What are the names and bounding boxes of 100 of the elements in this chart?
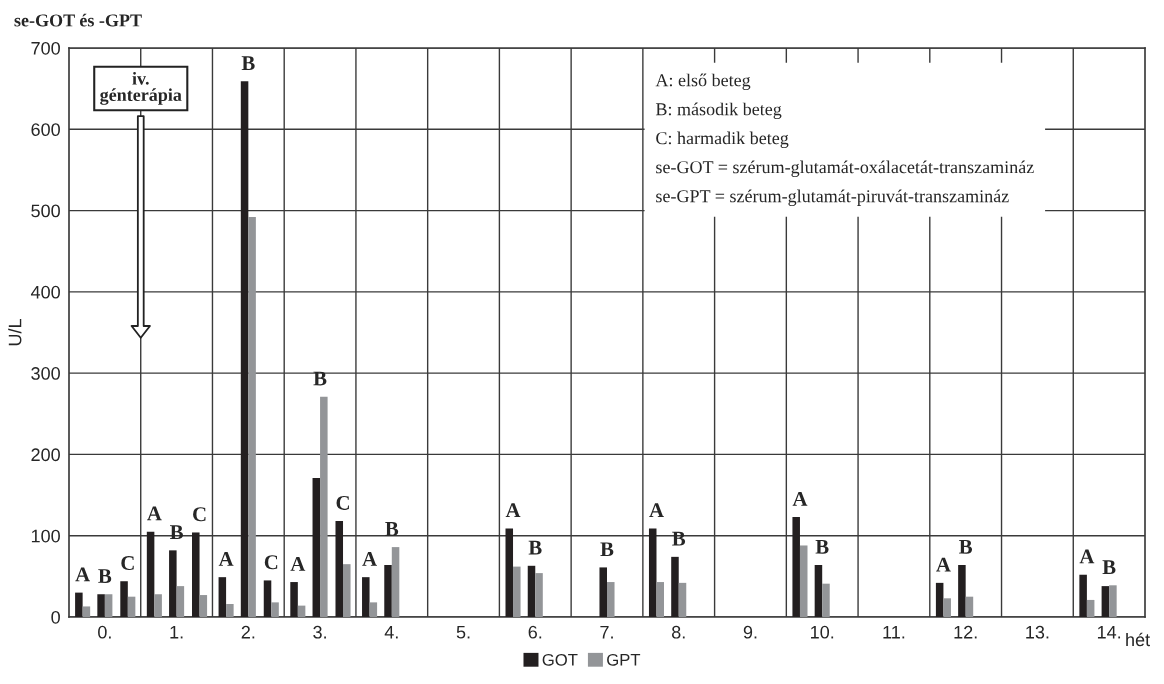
bar: [104, 594, 113, 617]
bar: [943, 598, 951, 617]
annotation: A: [75, 567, 90, 582]
annotation: B: [528, 540, 542, 555]
bar: [297, 605, 306, 617]
x-tick-label: 12.: [954, 625, 977, 639]
annotation: C: [336, 495, 349, 510]
bar: [1109, 585, 1117, 617]
y-tick-label: 200: [31, 448, 60, 462]
annotation: A: [290, 556, 306, 571]
bar: [599, 567, 607, 617]
annotation: B: [98, 569, 112, 583]
annotation: se-GOT = szérum-glutamát-oxálacetát-transzamináz: [656, 160, 1034, 178]
x-tick-label: 5.: [456, 626, 470, 639]
bar: [607, 582, 615, 617]
annotation: A: [936, 557, 951, 572]
x-tick-label: 8.: [671, 625, 685, 639]
y-tick-label: 400: [30, 285, 60, 299]
annotation: B: [313, 371, 327, 386]
bar: [391, 547, 400, 617]
bar: [176, 586, 185, 617]
bar: [822, 583, 830, 617]
legend-label: GPT: [607, 653, 641, 666]
annotation: B: [385, 522, 399, 536]
annotation: A: [505, 503, 521, 518]
bar: [146, 531, 155, 617]
x-tick-label: 9.: [743, 625, 757, 639]
bar: [799, 545, 808, 617]
bar: [965, 596, 974, 617]
bar: [1101, 586, 1110, 617]
bar: [335, 521, 344, 617]
legend-label: GOT: [542, 653, 578, 666]
bar: [935, 582, 944, 617]
annotation: iv. génterápia: [100, 71, 182, 105]
bar: [271, 602, 279, 617]
bar: [505, 528, 514, 617]
bar: [199, 595, 208, 617]
bar: [169, 550, 177, 617]
bar: [290, 582, 298, 617]
bar: [656, 582, 665, 617]
x-tick-label: 13.: [1026, 625, 1049, 639]
bar: [82, 606, 91, 617]
bar: [792, 517, 800, 617]
bar: [240, 81, 249, 617]
x-tick-label: 0.: [98, 625, 111, 639]
y-tick-label: 600: [31, 123, 60, 137]
x-tick-label: 14.: [1097, 626, 1121, 639]
annotation: A: [1079, 549, 1095, 564]
bar: [312, 478, 321, 617]
bar: [263, 580, 272, 617]
annotation: B: [1102, 560, 1116, 574]
bar: [97, 594, 105, 617]
bar: [362, 577, 370, 617]
x-tick-label: 4.: [384, 626, 398, 639]
x-tick-label: 1.: [170, 626, 183, 639]
annotation: A: [649, 503, 664, 518]
annotation: A: [362, 552, 377, 566]
bar: [343, 564, 351, 617]
chart-title: se-GOT és -GPT: [14, 13, 142, 27]
bar: [127, 596, 136, 617]
y-tick-label: 0: [51, 610, 60, 624]
annotation: B: második beteg: [655, 102, 782, 120]
x-axis-title: hét: [1126, 632, 1150, 647]
bar: [369, 602, 378, 617]
bar: [814, 564, 823, 617]
annotation: B: [600, 542, 614, 557]
bar: [218, 577, 227, 617]
annotation: A: [218, 552, 234, 566]
y-tick-label: 700: [31, 41, 60, 55]
bar: [1079, 574, 1087, 617]
bar: [535, 573, 543, 617]
bar: [192, 532, 200, 617]
x-tick-label: 7.: [600, 626, 613, 639]
bar: [671, 556, 679, 617]
annotation: C: [121, 556, 134, 571]
annotation: B: [815, 539, 829, 554]
x-tick-label: 11.: [883, 626, 905, 639]
x-tick-label: 10.: [811, 625, 834, 639]
annotation: C: [264, 555, 278, 570]
bar: [384, 564, 392, 617]
bar: [527, 565, 536, 617]
bar: [320, 396, 328, 617]
annotation: A: [792, 491, 808, 506]
bar: [648, 528, 657, 617]
y-tick-label: 500: [31, 204, 60, 218]
bar: [513, 566, 521, 617]
bar: [1086, 599, 1095, 617]
bar: [120, 581, 128, 617]
bar: [678, 582, 687, 617]
annotation: C: [193, 507, 206, 522]
x-tick-label: 2.: [241, 625, 255, 639]
annotation: A: első beteg: [655, 73, 751, 91]
y-axis-title: U/L: [8, 319, 22, 346]
y-tick-label: 300: [31, 367, 60, 380]
bar: [958, 564, 966, 617]
annotation: B: [241, 56, 255, 71]
x-tick-label: 6.: [528, 625, 542, 639]
x-tick-label: 3.: [313, 625, 326, 639]
bar: [75, 592, 83, 617]
annotation: B: [959, 539, 973, 554]
